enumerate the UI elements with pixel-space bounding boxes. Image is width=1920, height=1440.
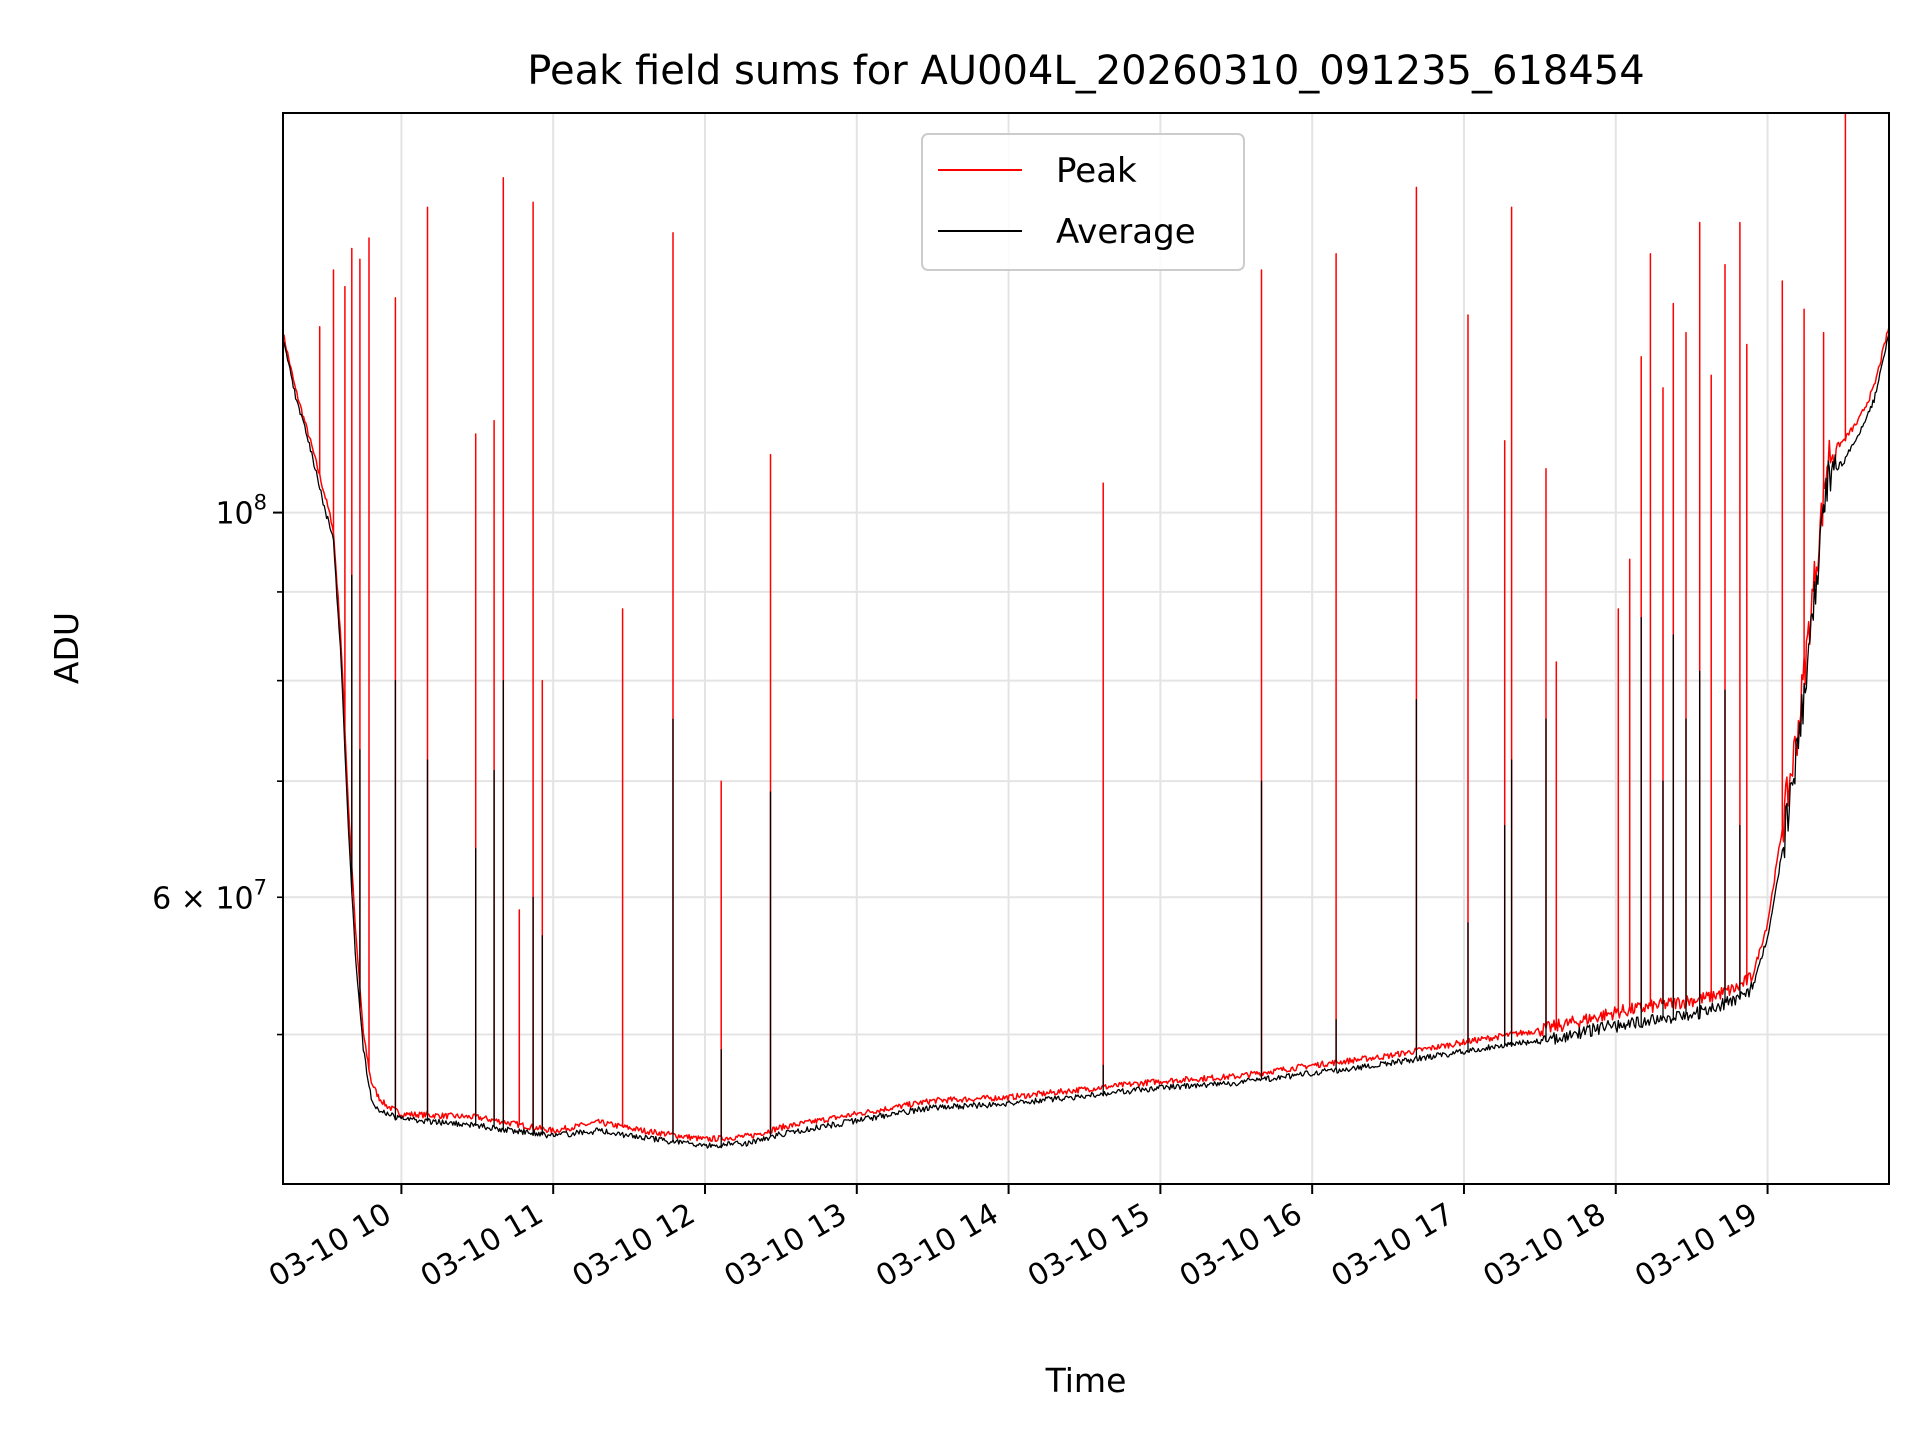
plot-area — [283, 113, 1889, 1184]
y-axis-label: ADU — [47, 612, 86, 684]
legend-box — [921, 133, 1245, 271]
chart-title: Peak field sums for AU004L_20260310_0912… — [527, 48, 1644, 94]
series-layer — [282, 112, 1890, 1149]
legend-label-average: Average — [1056, 212, 1196, 252]
series-average-line — [282, 333, 1890, 1149]
series-peak-line — [282, 112, 1890, 1143]
plot-frame — [282, 112, 1890, 1185]
y-tick-label: 6 × 107 — [152, 875, 267, 916]
y-tick-label: 108 — [215, 491, 267, 532]
x-axis-label: Time — [1045, 1361, 1127, 1400]
legend-label-peak: Peak — [1056, 151, 1137, 191]
grid — [283, 113, 1889, 1184]
legend: Peak Average — [921, 133, 1245, 271]
